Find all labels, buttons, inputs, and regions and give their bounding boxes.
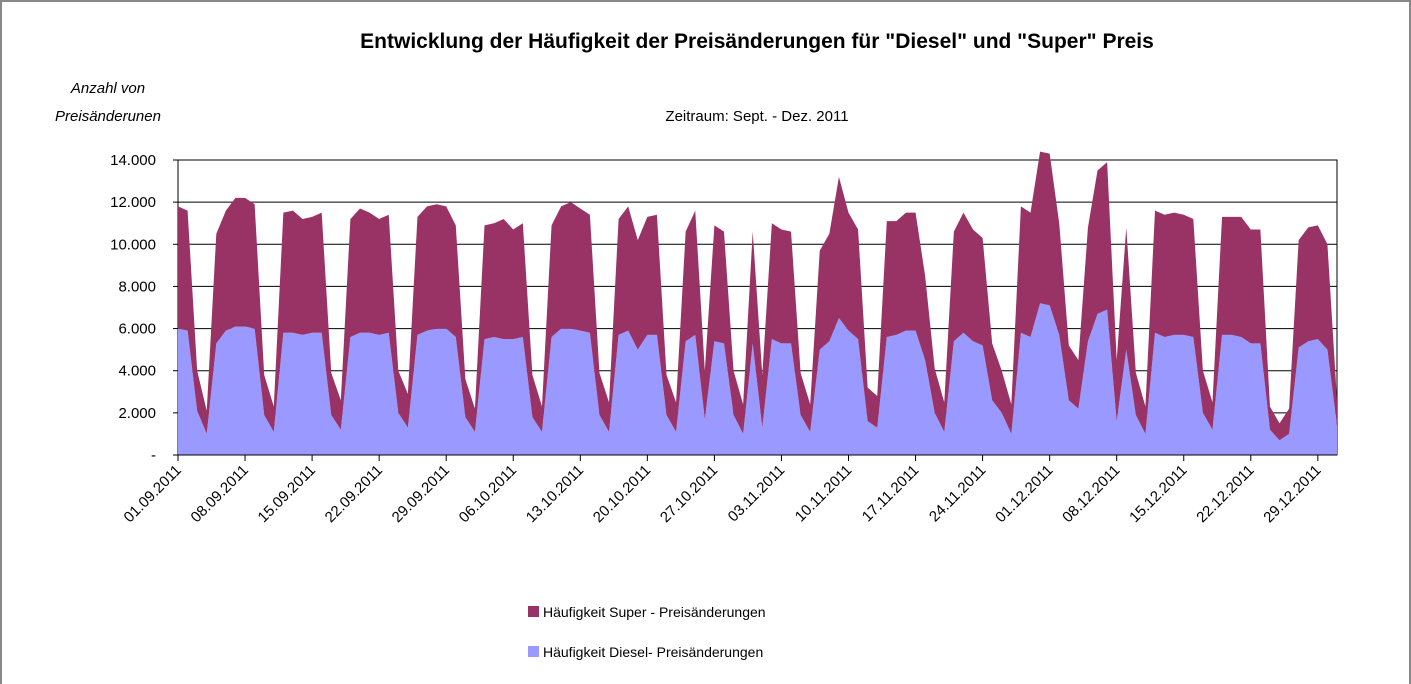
area [178,151,1337,441]
legend-swatch [528,606,539,617]
y-axis-label: Anzahl von [70,80,145,97]
y-tick-label: 12.000 [110,194,156,211]
y-tick-label: 6.000 [118,321,156,338]
legend-label: Häufigkeit Diesel- Preisänderungen [543,644,763,660]
y-tick-label: 4.000 [118,363,156,380]
y-tick-label: 2.000 [118,405,156,422]
y-tick-label: - [151,447,156,464]
y-axis-label: Preisänderunen [55,108,161,125]
y-tick-label: 14.000 [110,152,156,169]
chart-subtitle: Zeitraum: Sept. - Dez. 2011 [665,108,848,125]
legend-label: Häufigkeit Super - Preisänderungen [543,604,766,620]
legend-swatch [528,646,539,657]
area [178,303,1337,455]
y-tick-label: 10.000 [110,236,156,253]
y-tick-label: 8.000 [118,278,156,295]
chart-title: Entwicklung der Häufigkeit der Preisände… [360,30,1154,53]
